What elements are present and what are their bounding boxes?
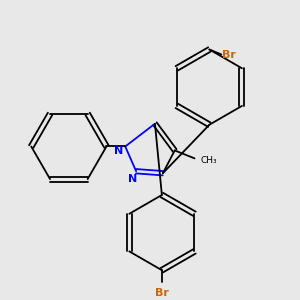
Text: Br: Br: [155, 288, 169, 298]
Text: N: N: [114, 146, 123, 156]
Text: N: N: [128, 174, 137, 184]
Text: Br: Br: [222, 50, 236, 60]
Text: CH₃: CH₃: [200, 156, 217, 165]
